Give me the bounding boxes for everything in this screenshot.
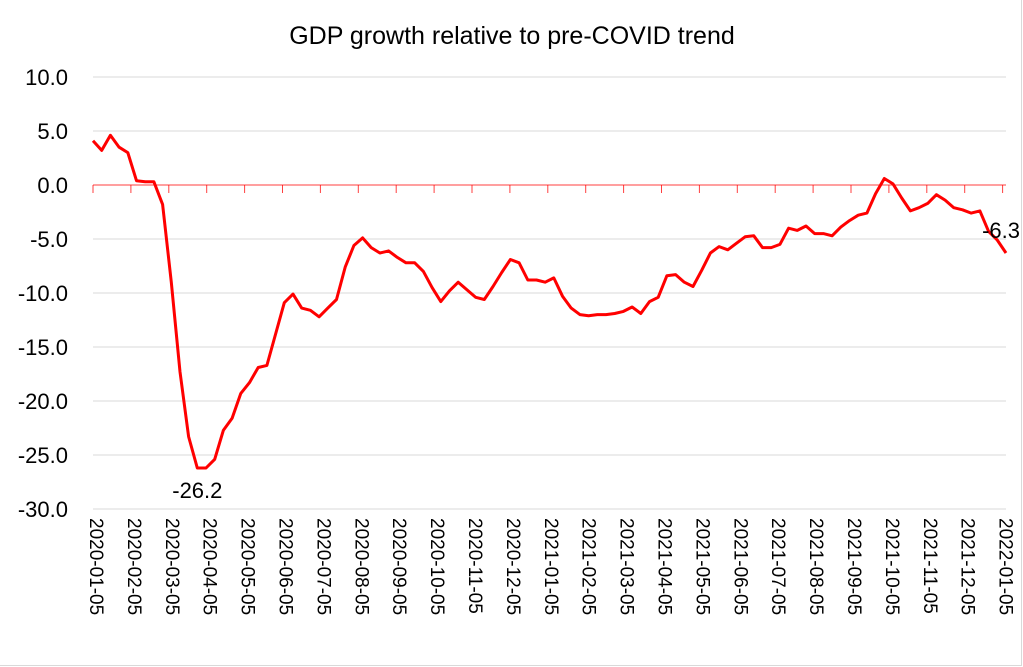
x-tick-label: 2021-03-05 xyxy=(616,518,637,615)
x-tick-label: 2020-09-05 xyxy=(388,518,409,615)
x-tick-label: 2020-03-05 xyxy=(161,518,182,615)
x-tick-label: 2020-05-05 xyxy=(237,518,258,615)
y-tick-label: 0.0 xyxy=(37,173,68,198)
data-label: -6.3 xyxy=(982,218,1020,243)
x-tick-label: 2020-10-05 xyxy=(426,518,447,615)
y-tick-label: -15.0 xyxy=(18,335,68,360)
x-axis xyxy=(92,184,1006,193)
series-layer xyxy=(91,133,1008,470)
x-tick-label: 2021-09-05 xyxy=(843,518,864,615)
x-tick-label: 2021-10-05 xyxy=(881,518,902,615)
x-tick-label: 2020-11-05 xyxy=(464,518,485,614)
series-line xyxy=(91,133,1008,470)
x-tick-label: 2021-01-05 xyxy=(540,518,561,615)
x-tick-label: 2020-04-05 xyxy=(199,518,220,615)
x-tick-label: 2020-01-05 xyxy=(85,518,106,615)
x-tick-label: 2021-12-05 xyxy=(957,518,978,615)
y-tick-label: -5.0 xyxy=(30,227,68,252)
x-tick-label: 2021-07-05 xyxy=(767,518,788,615)
y-tick-label: -30.0 xyxy=(18,497,68,522)
y-tick-label: 5.0 xyxy=(37,119,68,144)
x-tick-label: 2020-06-05 xyxy=(275,518,296,615)
y-tick-label: -25.0 xyxy=(18,443,68,468)
x-tick-label: 2020-08-05 xyxy=(350,518,371,615)
x-tick-label: 2020-02-05 xyxy=(123,518,144,615)
x-tick-label: 2021-04-05 xyxy=(654,518,675,615)
x-tick-label: 2021-06-05 xyxy=(729,518,750,615)
x-axis-tick-labels: 2020-01-05 2020-02-05 2020-03-05 2020-04-05… xyxy=(85,518,1016,615)
x-tick-label: 2022-01-05 xyxy=(995,518,1016,615)
x-tick-label: 2020-12-05 xyxy=(502,518,523,615)
chart-title: GDP growth relative to pre-COVID trend xyxy=(289,22,735,50)
data-labels: -26.2 -6.3 xyxy=(172,218,1020,503)
x-tick-label: 2020-07-05 xyxy=(312,518,333,615)
x-tick-label: 2021-02-05 xyxy=(578,518,599,615)
x-tick-label: 2021-08-05 xyxy=(805,518,826,615)
x-tick-label: 2021-05-05 xyxy=(691,518,712,615)
y-tick-label: -10.0 xyxy=(18,281,68,306)
y-axis-tick-labels: 10.0 5.0 0.0 -5.0 -10.0 -15.0 -20.0 -25.0 -30.0 xyxy=(18,65,68,522)
x-tick-label: 2021-11-05 xyxy=(919,518,940,614)
y-tick-label: 10.0 xyxy=(25,65,68,90)
gridlines xyxy=(93,76,1006,510)
data-label: -26.2 xyxy=(172,478,222,503)
y-tick-label: -20.0 xyxy=(18,389,68,414)
